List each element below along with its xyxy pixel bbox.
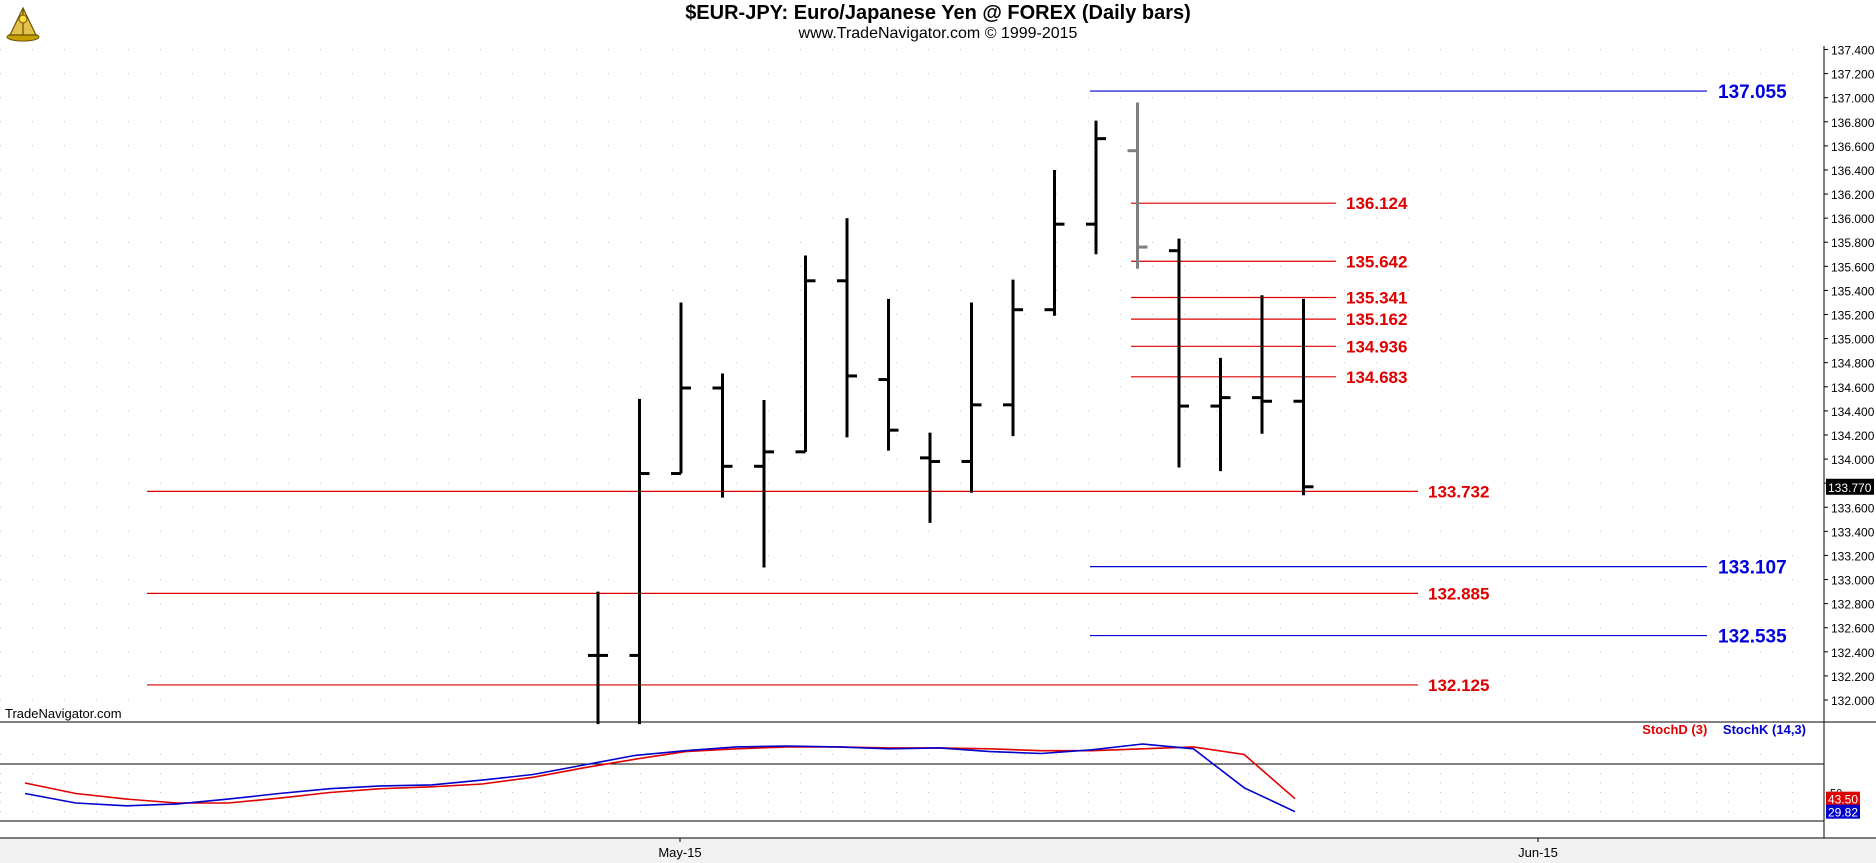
ohlc-bar xyxy=(837,218,857,438)
ohlc-bar xyxy=(961,302,982,493)
price-tick-label: 135.800 xyxy=(1831,236,1875,250)
price-tick-label: 133.600 xyxy=(1831,501,1875,515)
level-label: 132.535 xyxy=(1718,627,1787,648)
price-tick-label: 137.000 xyxy=(1831,92,1875,106)
level-label: 136.124 xyxy=(1346,194,1408,213)
chart-subtitle: www.TradeNavigator.com © 1999-2015 xyxy=(798,25,1078,42)
level-label: 137.055 xyxy=(1718,82,1787,103)
price-tick-label: 133.000 xyxy=(1831,574,1875,588)
chart-title: $EUR-JPY: Euro/Japanese Yen @ FOREX (Dai… xyxy=(685,2,1191,24)
price-tick-label: 132.200 xyxy=(1831,670,1875,684)
price-tick-label: 135.200 xyxy=(1831,309,1875,323)
x-axis-label: May-15 xyxy=(658,845,701,860)
price-tick-label: 135.600 xyxy=(1831,260,1875,274)
ohlc-bar xyxy=(920,432,940,523)
x-axis-area xyxy=(0,838,1876,863)
last-price-marker xyxy=(1826,478,1874,495)
ohlc-bar xyxy=(671,302,691,476)
price-tick-label: 136.000 xyxy=(1831,212,1875,226)
price-tick-label: 135.000 xyxy=(1831,333,1875,347)
price-tick-label: 134.000 xyxy=(1831,453,1875,467)
level-label: 132.125 xyxy=(1428,676,1489,695)
ohlc-bar xyxy=(712,373,733,498)
stoch-k-last-label: 29.82 xyxy=(1828,806,1858,820)
price-tick-label: 134.200 xyxy=(1831,429,1875,443)
price-tick-label: 136.800 xyxy=(1831,116,1875,130)
ohlc-bar xyxy=(878,298,899,451)
level-label: 135.642 xyxy=(1346,252,1407,271)
price-tick-label: 134.600 xyxy=(1831,381,1875,395)
ohlc-bar xyxy=(1252,295,1272,434)
level-label: 133.732 xyxy=(1428,482,1489,501)
ohlc-bar xyxy=(1003,279,1023,437)
price-tick-label: 134.800 xyxy=(1831,357,1875,371)
ohlc-bar xyxy=(629,398,650,725)
level-label: 133.107 xyxy=(1718,558,1787,579)
x-axis-label: Jun-15 xyxy=(1518,845,1558,860)
price-tick-label: 137.200 xyxy=(1831,68,1875,82)
price-bars xyxy=(588,102,1314,725)
level-label: 134.683 xyxy=(1346,368,1407,387)
stoch-d-last-marker xyxy=(1826,791,1860,806)
price-tick-label: 132.400 xyxy=(1831,646,1875,660)
trade-navigator-logo-icon xyxy=(6,6,40,42)
price-tick-label: 136.600 xyxy=(1831,140,1875,154)
price-axis-bg xyxy=(1824,46,1876,722)
price-tick-label: 133.200 xyxy=(1831,549,1875,563)
ohlc-bar xyxy=(1044,169,1065,316)
watermark-text: TradeNavigator.com xyxy=(5,706,122,721)
ohlc-bar xyxy=(1169,238,1189,468)
price-tick-label: 132.600 xyxy=(1831,622,1875,636)
ohlc-bar xyxy=(1210,357,1231,472)
level-label: 132.885 xyxy=(1428,584,1489,603)
price-tick-label: 137.400 xyxy=(1831,44,1875,58)
indicator-legend: StochD (3) StochK (14,3) xyxy=(1642,722,1806,737)
price-tick-label: 135.400 xyxy=(1831,284,1875,298)
last-price-label: 133.770 xyxy=(1828,481,1872,495)
price-tick-label: 136.200 xyxy=(1831,188,1875,202)
price-tick-label: 134.400 xyxy=(1831,405,1875,419)
price-tick-label: 132.800 xyxy=(1831,598,1875,612)
ohlc-bar xyxy=(1086,120,1106,255)
stoch-k-line xyxy=(24,743,1296,813)
stoch-k-legend: StochK (14,3) xyxy=(1722,722,1806,737)
level-label: 135.162 xyxy=(1346,310,1407,329)
price-tick-label: 132.000 xyxy=(1831,694,1875,708)
level-label: 135.341 xyxy=(1346,289,1407,308)
ohlc-bar xyxy=(754,400,774,568)
stoch-d-legend: StochD (3) xyxy=(1642,722,1708,737)
ohlc-bar xyxy=(588,591,608,725)
chart-header: $EUR-JPY: Euro/Japanese Yen @ FOREX (Dai… xyxy=(0,0,1876,46)
ohlc-bar xyxy=(795,255,816,454)
stoch-d-last-label: 43.50 xyxy=(1828,793,1858,807)
level-label: 134.936 xyxy=(1346,337,1407,356)
price-tick-label: 136.400 xyxy=(1831,164,1875,178)
chart-background xyxy=(0,46,1876,863)
ohlc-bar xyxy=(1293,298,1314,496)
ohlc-bar xyxy=(1127,102,1148,269)
price-tick-label: 133.400 xyxy=(1831,525,1875,539)
stoch-k-last-marker xyxy=(1826,804,1860,819)
